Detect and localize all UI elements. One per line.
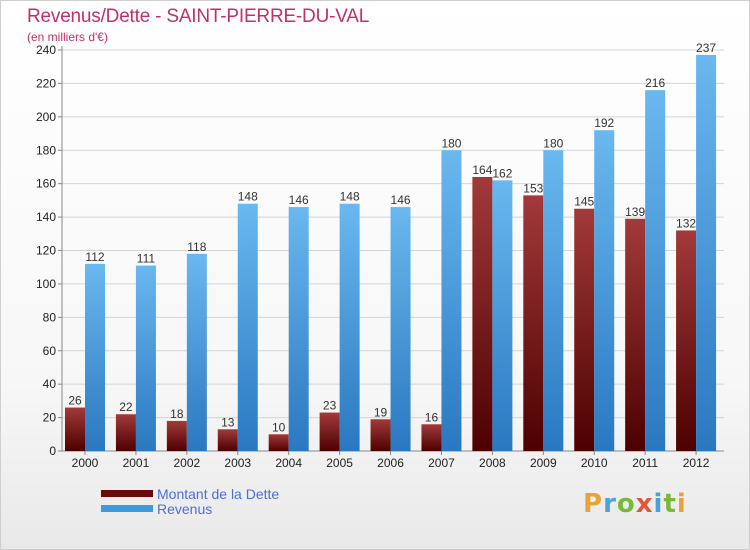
legend-swatch-dette [101, 490, 153, 497]
x-tick-label: 2009 [530, 456, 557, 470]
logo-letter: x [635, 489, 654, 519]
legend-label-revenus: Revenus [157, 501, 213, 517]
x-tick-label: 2008 [479, 456, 506, 470]
y-tick-label: 60 [43, 344, 57, 358]
bar-revenus [645, 90, 666, 451]
bar-dette [319, 412, 340, 451]
legend-label-dette: Montant de la Dette [157, 486, 280, 502]
bar-dette [65, 407, 85, 451]
y-tick-label: 200 [36, 110, 56, 124]
x-tick-label: 2006 [377, 456, 404, 470]
bar-revenus [492, 180, 513, 451]
value-label-revenus: 180 [441, 136, 461, 150]
y-tick-label: 220 [36, 76, 56, 90]
y-tick-label: 20 [43, 411, 57, 425]
y-tick-label: 120 [36, 244, 56, 258]
bar-revenus [186, 253, 207, 451]
bar-revenus [390, 207, 411, 451]
bar-revenus [288, 207, 309, 451]
value-label-revenus: 148 [340, 190, 360, 204]
value-label-revenus: 118 [187, 240, 206, 254]
bar-dette [676, 230, 697, 451]
bar-revenus [441, 150, 462, 451]
value-label-revenus: 111 [137, 252, 156, 266]
bar-dette [472, 176, 493, 451]
x-tick-label: 2000 [72, 456, 99, 470]
value-label-dette: 145 [574, 195, 594, 209]
value-label-dette: 18 [170, 407, 184, 421]
x-tick-label: 2002 [173, 456, 200, 470]
value-label-revenus: 180 [543, 136, 563, 150]
value-label-dette: 22 [119, 400, 133, 414]
bar-dette [625, 218, 646, 451]
bar-dette [268, 434, 289, 451]
x-tick-label: 2010 [581, 456, 608, 470]
bar-revenus [237, 203, 258, 451]
value-label-dette: 23 [323, 399, 337, 413]
bar-revenus [339, 203, 360, 451]
value-label-dette: 10 [272, 420, 286, 434]
value-label-revenus: 192 [594, 116, 614, 130]
value-label-dette: 19 [374, 405, 388, 419]
chart-title: Revenus/Dette - SAINT-PIERRE-DU-VAL [27, 6, 370, 27]
x-tick-label: 2005 [326, 456, 353, 470]
bar-revenus [85, 263, 105, 451]
x-tick-label: 2011 [632, 456, 658, 470]
bar-dette [574, 208, 595, 451]
value-label-dette: 16 [425, 410, 439, 424]
bar-dette [115, 414, 136, 451]
value-label-dette: 139 [625, 205, 645, 219]
legend-swatch-revenus [101, 505, 153, 512]
x-tick-label: 2012 [683, 456, 710, 470]
bar-revenus [543, 150, 564, 451]
bar-dette [421, 424, 442, 451]
value-label-dette: 26 [68, 394, 82, 408]
value-label-dette: 153 [523, 181, 543, 195]
bar-revenus [135, 265, 156, 451]
y-tick-label: 180 [36, 143, 56, 157]
x-tick-label: 2001 [123, 456, 150, 470]
x-tick-label: 2003 [224, 456, 251, 470]
y-tick-label: 40 [43, 377, 57, 391]
bar-revenus [696, 55, 717, 451]
logo-letter: P [583, 489, 604, 519]
logo-letter: i [653, 489, 664, 519]
y-tick-label: 240 [36, 43, 56, 57]
y-tick-label: 80 [43, 310, 57, 324]
value-label-revenus: 216 [645, 76, 665, 90]
bar-dette [523, 195, 544, 451]
logo-letter: t [663, 489, 677, 519]
y-tick-label: 0 [49, 444, 56, 458]
bar-dette [166, 420, 187, 451]
bar-revenus [594, 130, 615, 451]
value-label-revenus: 162 [492, 166, 512, 180]
value-label-revenus: 146 [289, 193, 309, 207]
y-tick-label: 160 [36, 177, 56, 191]
x-tick-label: 2004 [275, 456, 302, 470]
value-label-revenus: 237 [696, 41, 716, 55]
value-label-dette: 164 [472, 163, 492, 177]
logo-letter: r [603, 489, 617, 519]
proxiti-logo: Proxiti [583, 489, 687, 519]
chart-subtitle: (en milliers d'€) [27, 30, 108, 44]
logo-letter: i [676, 489, 687, 519]
y-tick-label: 140 [36, 210, 56, 224]
value-label-dette: 13 [221, 415, 235, 429]
bar-dette [217, 429, 238, 451]
x-tick-label: 2007 [428, 456, 455, 470]
value-label-revenus: 112 [85, 250, 104, 264]
value-label-dette: 132 [676, 216, 696, 230]
y-tick-label: 100 [36, 277, 56, 291]
value-label-revenus: 148 [238, 190, 258, 204]
logo-letter: o [616, 489, 636, 519]
value-label-revenus: 146 [391, 193, 411, 207]
bar-dette [370, 419, 391, 451]
